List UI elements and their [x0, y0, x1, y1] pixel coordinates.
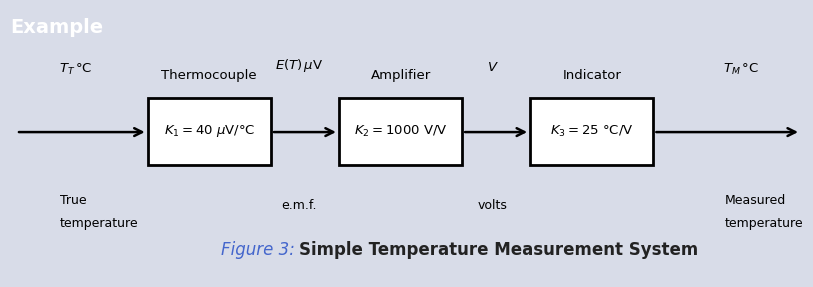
Text: Figure 3:: Figure 3: — [221, 241, 295, 259]
Text: $T_T\,$°C: $T_T\,$°C — [59, 62, 93, 77]
Bar — [148, 98, 271, 165]
Text: $E(T)\,\mu$V: $E(T)\,\mu$V — [275, 57, 323, 74]
Text: temperature: temperature — [725, 217, 804, 230]
Text: e.m.f.: e.m.f. — [281, 199, 317, 212]
Text: Measured: Measured — [725, 194, 786, 207]
Bar — [530, 98, 654, 165]
Text: $K_1 = 40\ \mu$V/°C: $K_1 = 40\ \mu$V/°C — [163, 123, 255, 139]
Text: Indicator: Indicator — [563, 69, 621, 82]
Text: Thermocouple: Thermocouple — [162, 69, 257, 82]
Text: $V$: $V$ — [487, 61, 498, 74]
Text: $T_M\,$°C: $T_M\,$°C — [724, 62, 759, 77]
Text: Simple Temperature Measurement System: Simple Temperature Measurement System — [299, 241, 698, 259]
Text: $K_3 = 25$ °C/V: $K_3 = 25$ °C/V — [550, 124, 633, 139]
Text: Amplifier: Amplifier — [371, 69, 431, 82]
Text: True: True — [60, 194, 86, 207]
Text: temperature: temperature — [60, 217, 138, 230]
Bar — [339, 98, 463, 165]
Text: $K_2 = 1000$ V/V: $K_2 = 1000$ V/V — [354, 124, 447, 139]
Text: volts: volts — [477, 199, 507, 212]
Text: Example: Example — [10, 18, 103, 37]
